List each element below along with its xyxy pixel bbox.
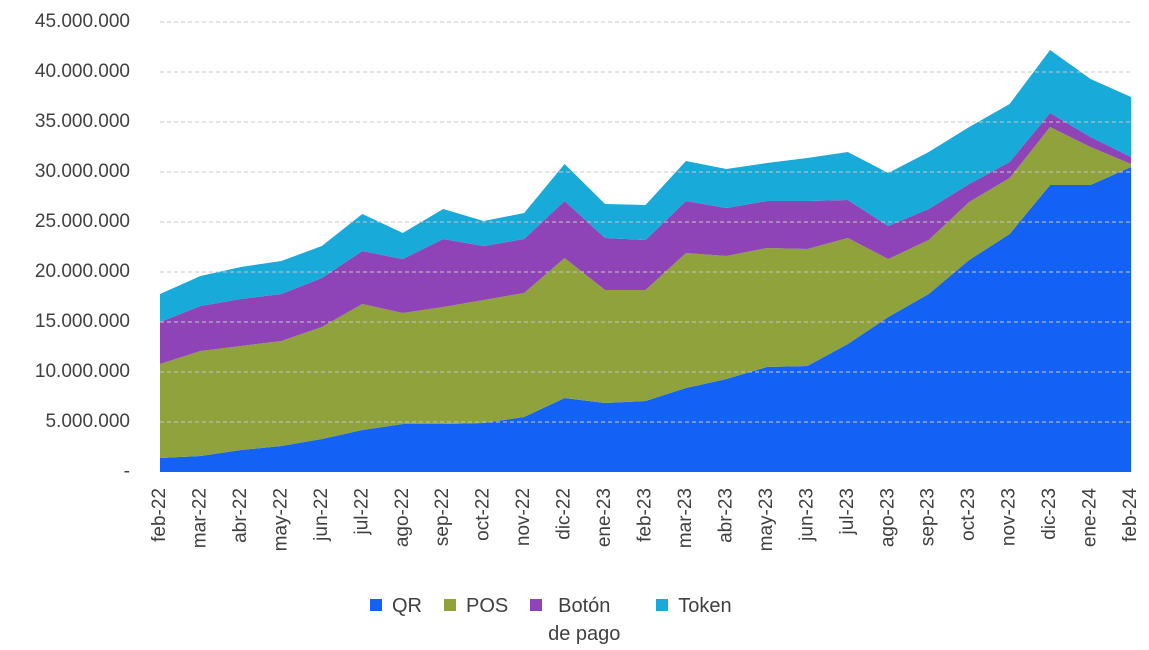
- x-tick-label: ago-22: [392, 488, 413, 547]
- legend-item: Token: [656, 592, 732, 648]
- x-tick-label: jul-22: [351, 488, 372, 535]
- y-tick-label: 5.000.000: [45, 411, 130, 432]
- x-tick-label: feb-24: [1120, 488, 1141, 542]
- x-tick-label: dic-22: [554, 488, 575, 540]
- x-tick-label: mar-22: [189, 488, 210, 548]
- legend-label: Botón de pago: [548, 595, 621, 645]
- x-tick-label: feb-23: [635, 488, 656, 542]
- x-tick-label: nov-22: [513, 488, 534, 546]
- legend-item: QR: [370, 592, 422, 648]
- x-tick-label: jun-23: [796, 488, 817, 542]
- legend-item: Botón de pago: [530, 592, 634, 648]
- y-tick-label: 15.000.000: [35, 311, 130, 332]
- x-tick-label: mar-23: [675, 488, 696, 548]
- y-tick-label: 35.000.000: [35, 111, 130, 132]
- x-tick-label: nov-23: [999, 488, 1020, 546]
- x-tick-label: jun-22: [311, 488, 332, 542]
- legend-item: POS: [444, 592, 508, 648]
- legend-swatch: [530, 599, 543, 611]
- x-tick-label: may-22: [270, 488, 291, 551]
- y-tick-label: 40.000.000: [35, 61, 130, 82]
- x-tick-label: jul-23: [837, 488, 858, 535]
- legend-label: QR: [392, 595, 422, 617]
- x-tick-label: ene-23: [594, 488, 615, 547]
- y-tick-label: 45.000.000: [35, 11, 130, 32]
- area: [160, 113, 1131, 364]
- legend: QR POS Botón de pago Token: [370, 592, 754, 648]
- legend-swatch: [656, 599, 669, 611]
- x-tick-label: ene-24: [1080, 488, 1101, 548]
- area: [160, 127, 1131, 458]
- legend-swatch: [370, 599, 382, 611]
- x-tick-label: dic-23: [1039, 488, 1060, 540]
- area: [160, 167, 1131, 472]
- x-tick-label: oct-22: [473, 488, 494, 541]
- legend-label: POS: [466, 595, 509, 617]
- y-tick-label: 30.000.000: [35, 161, 130, 182]
- y-tick-label: 20.000.000: [35, 261, 130, 282]
- x-tick-label: sep-22: [432, 488, 453, 546]
- x-tick-label: abr-23: [715, 488, 736, 543]
- y-tick-label: 10.000.000: [35, 361, 130, 382]
- legend-swatch: [444, 599, 456, 611]
- x-tick-label: abr-22: [230, 488, 251, 543]
- x-tick-label: oct-23: [958, 488, 979, 541]
- y-tick-label: 25.000.000: [35, 211, 130, 232]
- legend-label: Token: [678, 595, 732, 617]
- x-tick-label: may-23: [756, 488, 777, 551]
- x-tick-label: sep-23: [918, 488, 939, 546]
- area: [160, 50, 1131, 322]
- y-tick-label: -: [124, 461, 130, 482]
- plot: - 5.000.000 10.000.000 15.000.000 20.000.000…: [35, 11, 1141, 551]
- x-tick-label: ago-23: [877, 488, 898, 547]
- x-tick-label: feb-22: [149, 488, 170, 542]
